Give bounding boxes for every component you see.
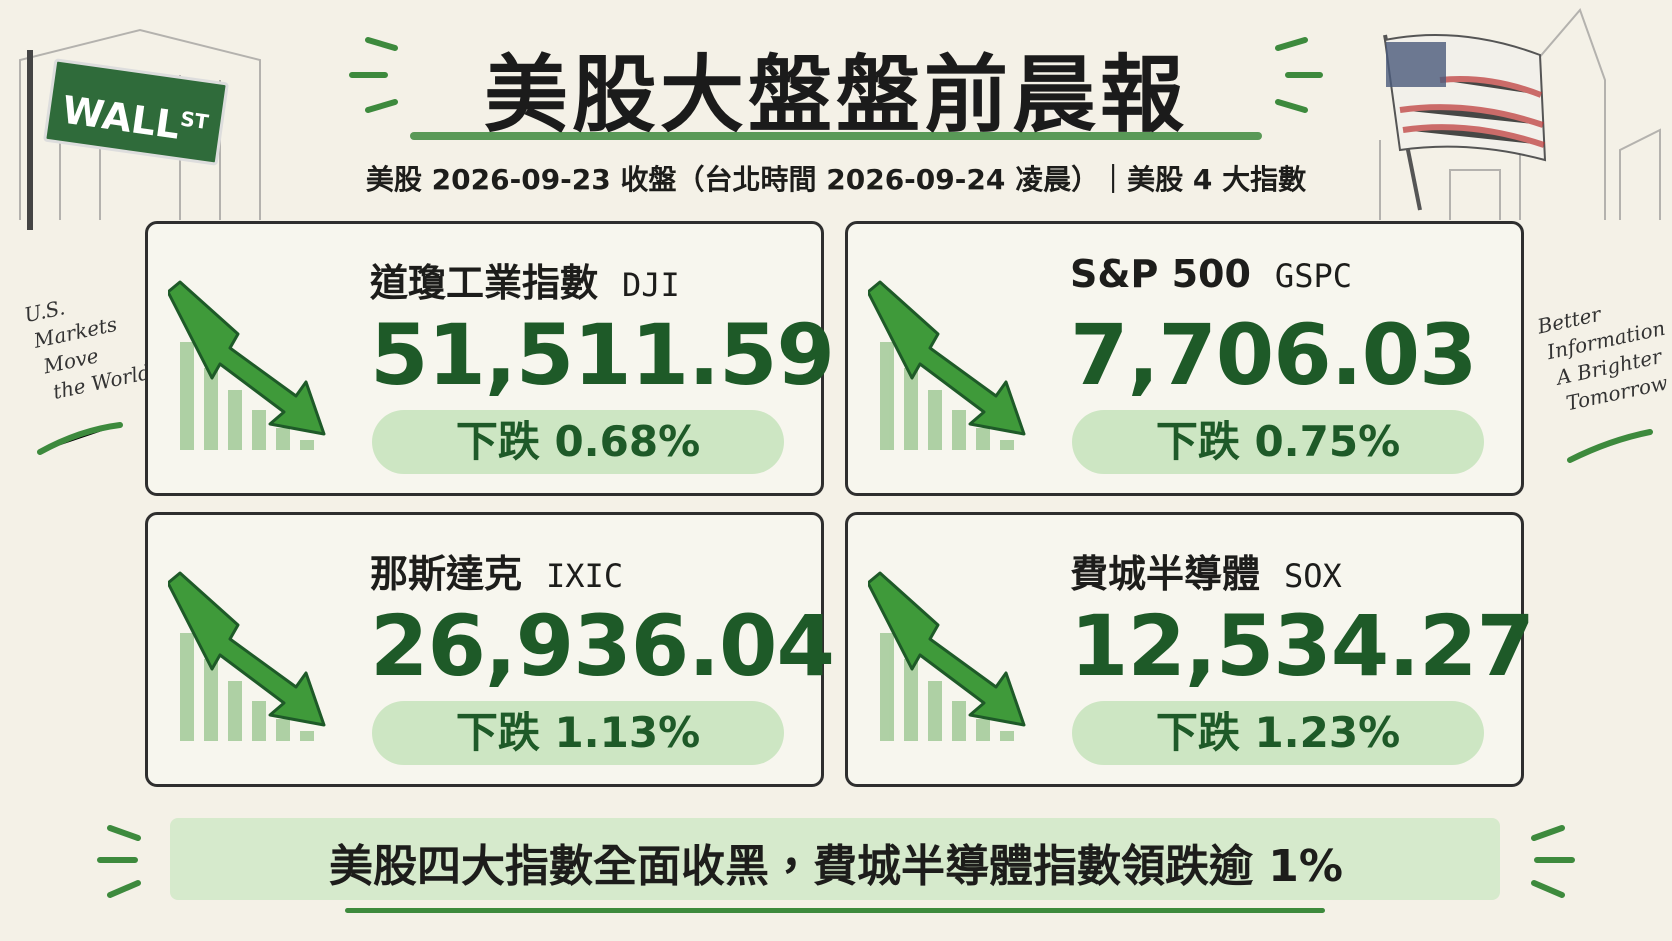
down-icon <box>868 280 1026 450</box>
index-value: 26,936.04 <box>370 597 835 695</box>
index-card: 道瓊工業指數 DJI 51,511.59 下跌 0.68% <box>145 221 835 496</box>
index-value: 7,706.03 <box>1070 306 1478 404</box>
index-name-text: S&P 500 <box>1070 252 1251 296</box>
index-name: 那斯達克 IXIC <box>370 543 623 598</box>
index-card: 那斯達克 IXIC 26,936.04 下跌 1.13% <box>145 512 835 787</box>
down-icon <box>168 280 326 450</box>
index-name: 費城半導體 SOX <box>1070 543 1342 598</box>
down-icon <box>868 571 1026 741</box>
subtitle: 美股 2026-09-23 收盤（台北時間 2026-09-24 凌晨）｜美股 … <box>365 163 1307 196</box>
banner-underline <box>345 908 1325 913</box>
index-name-text: 道瓊工業指數 <box>370 261 599 305</box>
banner: 美股四大指數全面收黑，費城半導體指數領跌逾 1% <box>328 841 1344 892</box>
down-icon <box>168 571 326 741</box>
index-code: SOX <box>1284 557 1342 595</box>
index-card: 費城半導體 SOX 12,534.27 下跌 1.23% <box>845 512 1535 787</box>
index-name: S&P 500 GSPC <box>1070 252 1352 296</box>
title-underline <box>410 132 1262 140</box>
index-change: 下跌 0.68% <box>372 410 784 474</box>
index-code: DJI <box>622 266 680 304</box>
index-change: 下跌 1.13% <box>372 701 784 765</box>
index-change: 下跌 0.75% <box>1072 410 1484 474</box>
title: 美股大盤盤前晨報 <box>483 46 1188 144</box>
left-note: U.S. Markets Move the World <box>22 280 153 409</box>
index-code: IXIC <box>546 557 624 595</box>
banner-background <box>170 818 1500 900</box>
index-change: 下跌 1.23% <box>1072 701 1484 765</box>
index-name: 道瓊工業指數 DJI <box>370 252 680 307</box>
index-name-text: 那斯達克 <box>370 552 523 596</box>
index-code: GSPC <box>1274 257 1352 295</box>
index-value: 51,511.59 <box>370 306 835 404</box>
index-value: 12,534.27 <box>1070 597 1535 695</box>
index-card: S&P 500 GSPC 7,706.03 下跌 0.75% <box>845 221 1524 496</box>
index-name-text: 費城半導體 <box>1070 552 1261 596</box>
